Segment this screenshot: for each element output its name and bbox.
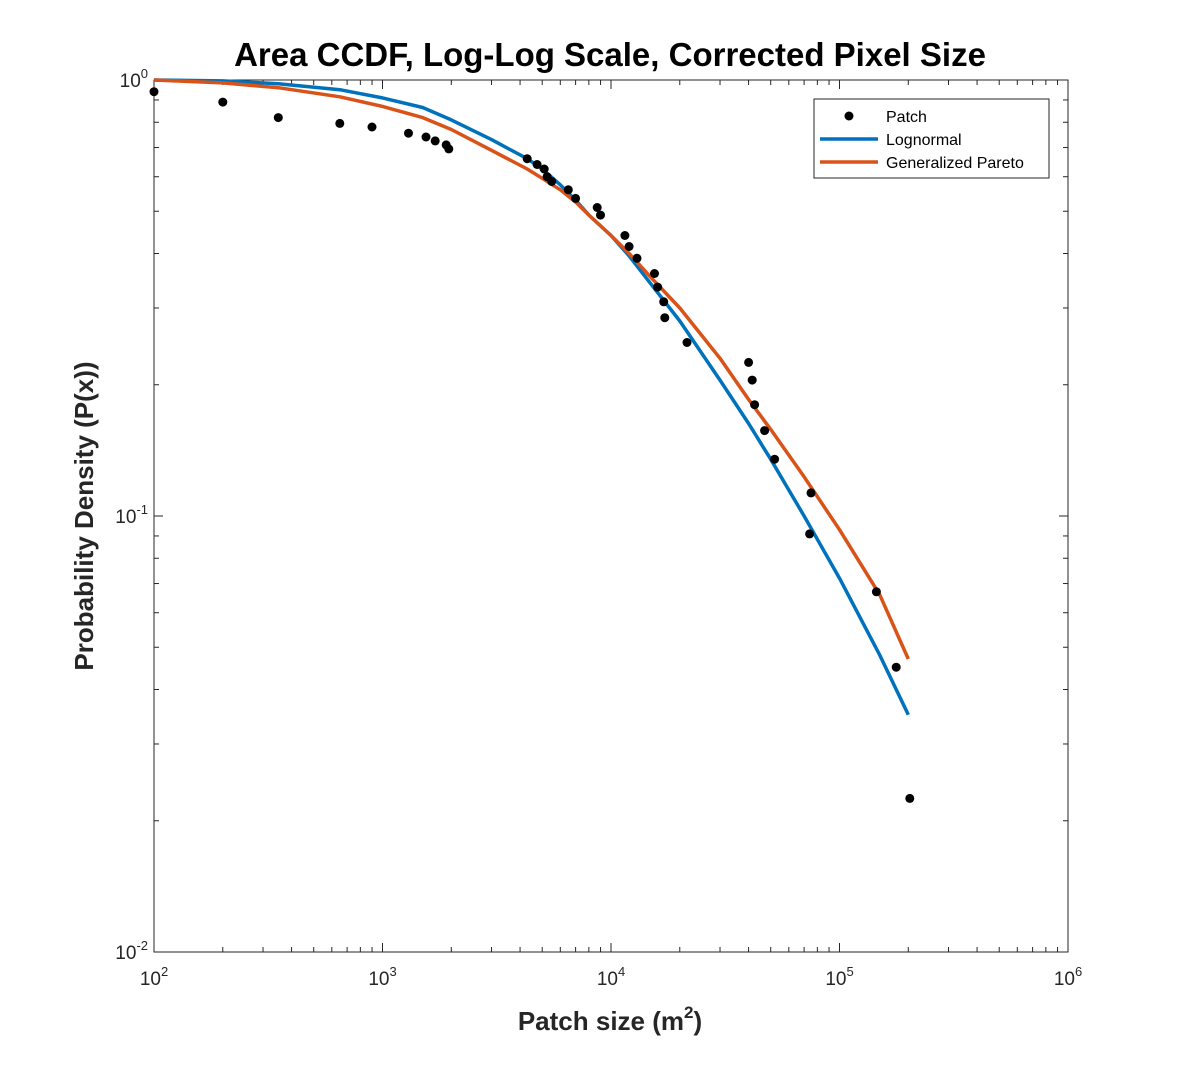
patch-point bbox=[547, 177, 557, 186]
patch-point bbox=[367, 122, 377, 132]
x-tick-label-exponent: 4 bbox=[618, 964, 625, 979]
y-tick-label: 100 bbox=[120, 66, 148, 92]
legend-swatch-patch bbox=[844, 111, 854, 121]
patch-point bbox=[624, 242, 634, 251]
patch-point bbox=[273, 113, 283, 123]
patch-point bbox=[620, 231, 630, 240]
patch-point bbox=[421, 132, 431, 142]
patch-point bbox=[430, 136, 440, 146]
axis-ticks bbox=[153, 79, 1069, 953]
x-tick-label-base: 10 bbox=[597, 969, 618, 990]
x-tick-label-exponent: 6 bbox=[1075, 964, 1082, 979]
x-tick-label-base: 10 bbox=[1054, 969, 1075, 990]
legend: Patch Lognormal Generalized Pareto bbox=[813, 98, 1050, 179]
legend-label-patch: Patch bbox=[886, 109, 927, 126]
y-tick-label-exponent: -2 bbox=[136, 938, 148, 953]
patch-point bbox=[653, 282, 663, 292]
chart-title: Area CCDF, Log-Log Scale, Corrected Pixe… bbox=[234, 36, 986, 73]
y-tick-label-base: 10 bbox=[115, 507, 136, 528]
patch-point bbox=[760, 426, 770, 436]
patch-point bbox=[682, 338, 692, 347]
x-tick-label: 102 bbox=[140, 964, 168, 990]
patch-point bbox=[563, 185, 573, 195]
x-tick-label: 103 bbox=[368, 964, 396, 990]
patch-point bbox=[522, 154, 532, 164]
patch-point bbox=[404, 128, 413, 138]
patch-point bbox=[744, 357, 754, 367]
patch-point bbox=[871, 587, 881, 597]
patch-point bbox=[444, 144, 454, 154]
x-tick-label-base: 10 bbox=[825, 969, 846, 990]
y-tick-label-exponent: 0 bbox=[141, 66, 148, 81]
y-tick-label: 10-1 bbox=[115, 502, 148, 528]
patch-point bbox=[806, 488, 816, 498]
patch-point bbox=[905, 793, 915, 803]
legend-label-lognormal: Lognormal bbox=[886, 132, 962, 149]
plot-area bbox=[153, 79, 1069, 953]
fit-lines bbox=[153, 78, 910, 716]
x-axis-label-tail: ) bbox=[693, 1006, 702, 1036]
x-tick-label-exponent: 3 bbox=[389, 964, 396, 979]
patch-point bbox=[571, 193, 581, 203]
x-tick-label-exponent: 2 bbox=[161, 964, 168, 979]
x-axis-label-text: Patch size (m bbox=[518, 1006, 684, 1036]
patch-point bbox=[596, 210, 605, 220]
patch-point bbox=[335, 118, 345, 128]
patch-point bbox=[770, 454, 780, 464]
x-tick-label-base: 10 bbox=[140, 969, 161, 990]
patch-point bbox=[660, 313, 670, 323]
x-tick-label: 106 bbox=[1054, 964, 1082, 990]
patch-point bbox=[632, 253, 642, 263]
legend-items: Patch Lognormal Generalized Pareto bbox=[820, 109, 1024, 172]
patch-point bbox=[592, 203, 602, 212]
x-tick-label-exponent: 5 bbox=[846, 964, 853, 979]
data-points bbox=[149, 87, 915, 803]
patch-point bbox=[539, 164, 549, 174]
patch-point bbox=[532, 160, 542, 169]
x-axis-label: Patch size (m2) bbox=[518, 1003, 702, 1036]
patch-point bbox=[750, 400, 760, 410]
y-tick-label: 10-2 bbox=[115, 938, 148, 964]
patch-point bbox=[659, 297, 669, 307]
y-tick-label-exponent: -1 bbox=[136, 502, 148, 517]
patch-point bbox=[805, 529, 815, 539]
x-axis-label-superscript: 2 bbox=[684, 1003, 693, 1022]
patch-point bbox=[891, 662, 901, 672]
x-tick-label: 104 bbox=[597, 964, 625, 990]
y-tick-label-base: 10 bbox=[120, 71, 141, 92]
patch-point bbox=[650, 269, 659, 278]
y-axis-label: Probability Density (P(x)) bbox=[69, 361, 99, 670]
legend-label-generalized-pareto: Generalized Pareto bbox=[886, 155, 1024, 172]
generalized-pareto-line bbox=[153, 78, 910, 660]
y-tick-label-base: 10 bbox=[115, 943, 136, 964]
x-tick-label-base: 10 bbox=[368, 969, 389, 990]
x-tick-label: 105 bbox=[825, 964, 853, 990]
patch-point bbox=[747, 375, 757, 385]
patch-point bbox=[149, 87, 159, 97]
patch-point bbox=[218, 97, 228, 107]
